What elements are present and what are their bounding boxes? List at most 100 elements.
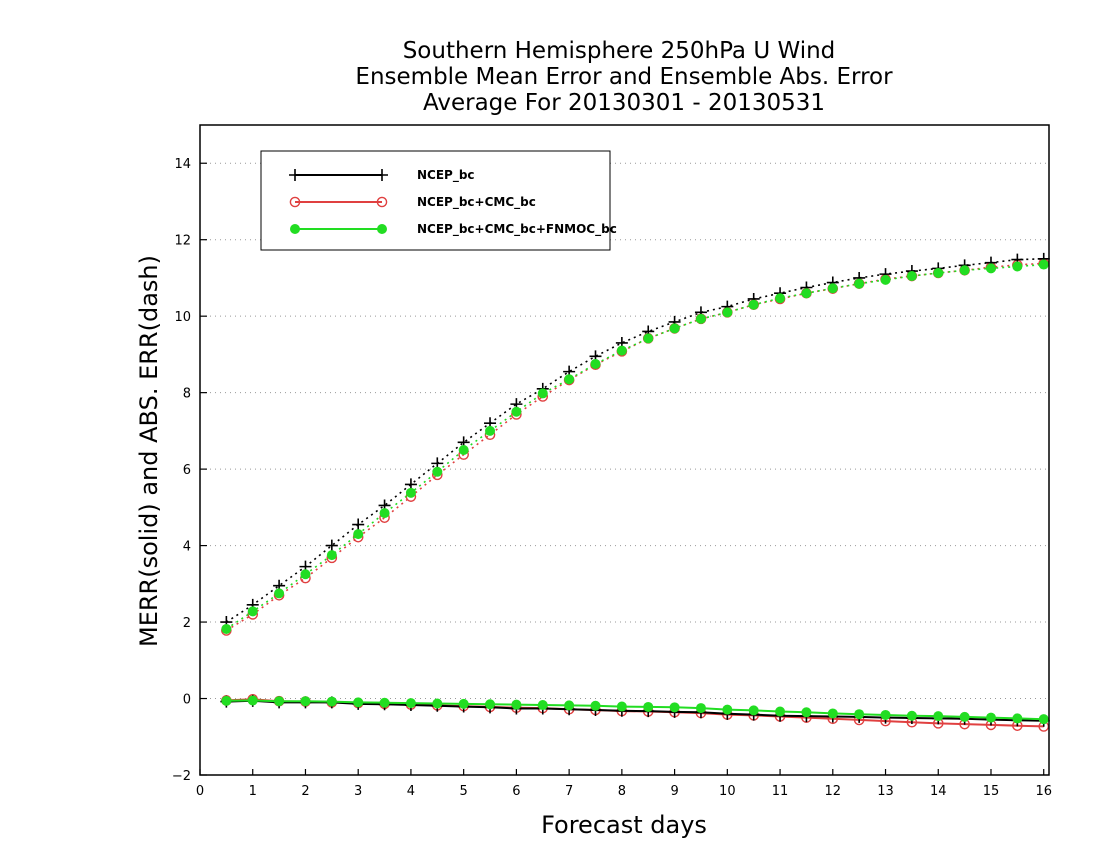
series-2-abs-err-point	[906, 271, 917, 282]
series-2-mean-err-point	[643, 701, 654, 712]
series-2-mean-err-point	[801, 707, 812, 718]
series-2-abs-err-point	[432, 466, 443, 477]
x-tick-label-13: 13	[877, 784, 894, 799]
x-axis-ticks: 0 1 2 3 4 5 6 7 8 9 10 11 12 13 14 15 16	[196, 769, 1052, 799]
series-2-mean-err-point	[353, 697, 364, 708]
x-tick-label-0: 0	[196, 784, 204, 799]
series-1	[221, 258, 1050, 732]
legend-marker-0-start	[289, 169, 301, 181]
chart-title-line-2: Ensemble Mean Error and Ensemble Abs. Er…	[355, 64, 893, 90]
series-2-abs-err-point	[300, 569, 311, 580]
x-axis-label: Forecast days	[541, 811, 707, 839]
series-2-mean-err-point	[326, 696, 337, 707]
series-2-abs-err-point	[326, 550, 337, 561]
series-2-mean-err-point	[827, 708, 838, 719]
series-2-abs-err-point	[511, 406, 522, 417]
series-2-mean-err-point	[458, 698, 469, 709]
x-tick-label-16: 16	[1035, 784, 1052, 799]
legend-box	[260, 150, 611, 251]
series-2-mean-err-point	[722, 704, 733, 715]
y-tick-label-7: 12	[174, 234, 191, 249]
y-axis-label: MERR(solid) and ABS. ERR(dash)	[135, 255, 163, 647]
series-2-abs-err-point	[669, 323, 680, 334]
legend-marker-2-end	[377, 224, 387, 234]
y-tick-label-0: −2	[172, 769, 191, 784]
series-2-mean-err-point	[564, 700, 575, 711]
chart-title: Southern Hemisphere 250hPa U Wind Ensemb…	[355, 38, 893, 116]
series-2-mean-err-point	[590, 700, 601, 711]
legend-label-2: NCEP_bc+CMC_bc+FNMOC_bc	[417, 222, 617, 237]
series-2-mean-err-point	[669, 702, 680, 713]
series-2-abs-err-point	[959, 265, 970, 276]
series-2-abs-err-point	[485, 425, 496, 436]
x-tick-label-7: 7	[565, 784, 573, 799]
series-2-mean-err-point	[1038, 714, 1049, 725]
x-tick-label-15: 15	[983, 784, 1000, 799]
series-2-mean-err-point	[247, 695, 258, 706]
series-2-abs-err-point	[748, 299, 759, 310]
series-2-abs-err-point	[854, 278, 865, 289]
x-tick-label-14: 14	[930, 784, 947, 799]
series-2-abs-err-point	[379, 508, 390, 519]
series-2-abs-err-point	[247, 606, 258, 617]
chart-title-line-1: Southern Hemisphere 250hPa U Wind	[403, 38, 836, 64]
legend: NCEP_bc NCEP_bc+CMC_bc NCEP_bc+CMC_bc+FNMO…	[260, 150, 617, 251]
series-2-mean-err-point	[880, 709, 891, 720]
legend-label-0: NCEP_bc	[417, 168, 475, 183]
series-2-abs-err-point	[590, 358, 601, 369]
series-2-mean-err-point	[616, 701, 627, 712]
legend-items: NCEP_bc NCEP_bc+CMC_bc NCEP_bc+CMC_bc+FNMO…	[289, 168, 617, 237]
series-2-mean-err-point	[906, 710, 917, 721]
series-2-mean-err-point	[959, 711, 970, 722]
y-tick-label-3: 4	[183, 540, 191, 555]
series-layer	[220, 252, 1050, 732]
series-0-mean-err-line	[226, 699, 1044, 722]
y-tick-label-6: 10	[174, 310, 191, 325]
x-tick-label-3: 3	[354, 784, 362, 799]
series-2-abs-err-point	[643, 333, 654, 344]
y-tick-label-4: 6	[183, 463, 191, 478]
series-2-mean-err-point	[405, 698, 416, 709]
series-2-abs-err-point	[801, 288, 812, 299]
series-2-abs-err-point	[353, 529, 364, 540]
x-tick-label-9: 9	[670, 784, 678, 799]
chart-title-line-3: Average For 20130301 - 20130531	[423, 90, 825, 116]
y-tick-label-1: 0	[183, 693, 191, 708]
legend-marker-0-end	[376, 169, 388, 181]
series-2-mean-err-point	[695, 703, 706, 714]
series-2	[221, 259, 1049, 725]
series-2-mean-err-point	[985, 712, 996, 723]
series-2-mean-err-point	[300, 696, 311, 707]
series-2-abs-err-point	[1012, 261, 1023, 272]
series-2-mean-err-point	[775, 706, 786, 717]
series-2-abs-err-point	[221, 623, 232, 634]
series-2-abs-err-point	[537, 388, 548, 399]
legend-label-1: NCEP_bc+CMC_bc	[417, 195, 536, 210]
series-2-mean-err-point	[537, 700, 548, 711]
series-2-mean-err-point	[432, 698, 443, 709]
series-2-abs-err-point	[274, 588, 285, 599]
series-0-abs-err-point	[325, 539, 338, 552]
series-2-abs-err-point	[722, 307, 733, 318]
series-2-abs-err-point	[695, 313, 706, 324]
series-2-abs-err-point	[458, 445, 469, 455]
series-2-abs-err-point	[933, 267, 944, 278]
x-tick-label-12: 12	[825, 784, 842, 799]
series-0-abs-err-line	[225, 258, 1044, 623]
series-2-mean-err-point	[511, 699, 522, 710]
series-2-mean-err-point	[379, 697, 390, 708]
series-2-mean-err-point	[933, 711, 944, 722]
series-2-abs-err-point	[1038, 259, 1049, 270]
y-tick-label-5: 8	[183, 387, 191, 402]
series-2-mean-err-point	[1012, 713, 1023, 724]
series-1-abs-err-line	[225, 262, 1044, 632]
x-tick-label-1: 1	[249, 784, 257, 799]
series-2-abs-err-point	[564, 374, 575, 385]
series-0-abs-err-point	[352, 518, 365, 531]
series-2-mean-err-point	[221, 695, 232, 706]
x-tick-label-5: 5	[460, 784, 468, 799]
series-2-abs-err-point	[985, 263, 996, 274]
series-2-abs-err-point	[880, 274, 891, 285]
x-tick-label-6: 6	[512, 784, 520, 799]
